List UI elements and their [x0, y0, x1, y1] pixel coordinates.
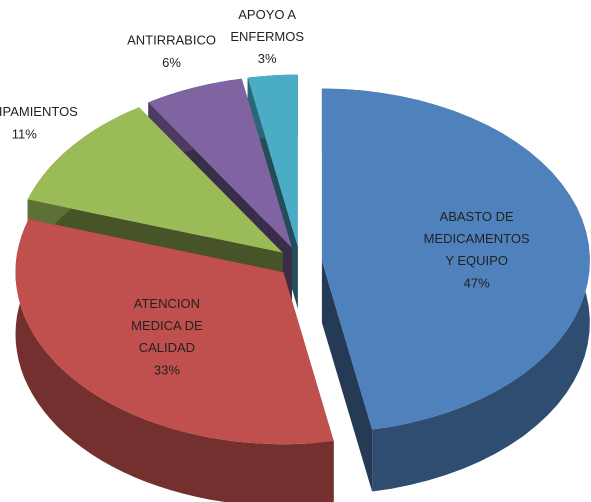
category-label: ABASTO DE MEDICAMENTOS Y EQUIPO: [424, 210, 530, 269]
value-label: 33%: [154, 363, 180, 378]
value-label: 11%: [12, 126, 37, 141]
value-label: 3%: [258, 51, 277, 66]
value-label: 47%: [464, 276, 490, 291]
category-label: APOYO A ENFERMOS: [230, 7, 304, 44]
category-label: ATENCION MEDICA DE CALIDAD: [131, 297, 203, 356]
label-line: ENFERMOS: [230, 29, 304, 44]
slice: [15, 219, 334, 445]
label-line: ATENCION: [134, 297, 200, 312]
value-label: 6%: [162, 55, 181, 70]
slice-wall: [321, 260, 373, 492]
label-line: Y EQUIPO: [445, 254, 508, 269]
label-line: CALIDAD: [139, 341, 195, 356]
label-line: EQUIPAMIENTOS: [0, 104, 78, 119]
label-line: ANTIRRABICO: [127, 33, 216, 48]
category-label: ANTIRRABICO: [127, 33, 216, 48]
slice: [27, 107, 283, 253]
slice: [247, 74, 298, 247]
slice: [148, 78, 292, 248]
label-line: APOYO A: [238, 7, 296, 22]
label-line: MEDICAMENTOS: [424, 232, 530, 247]
category-label: EQUIPAMIENTOS: [0, 104, 78, 119]
slice-side: [15, 219, 334, 502]
label-line: MEDICA DE: [131, 319, 203, 334]
label-line: ABASTO DE: [440, 210, 515, 225]
slice: [321, 88, 590, 430]
